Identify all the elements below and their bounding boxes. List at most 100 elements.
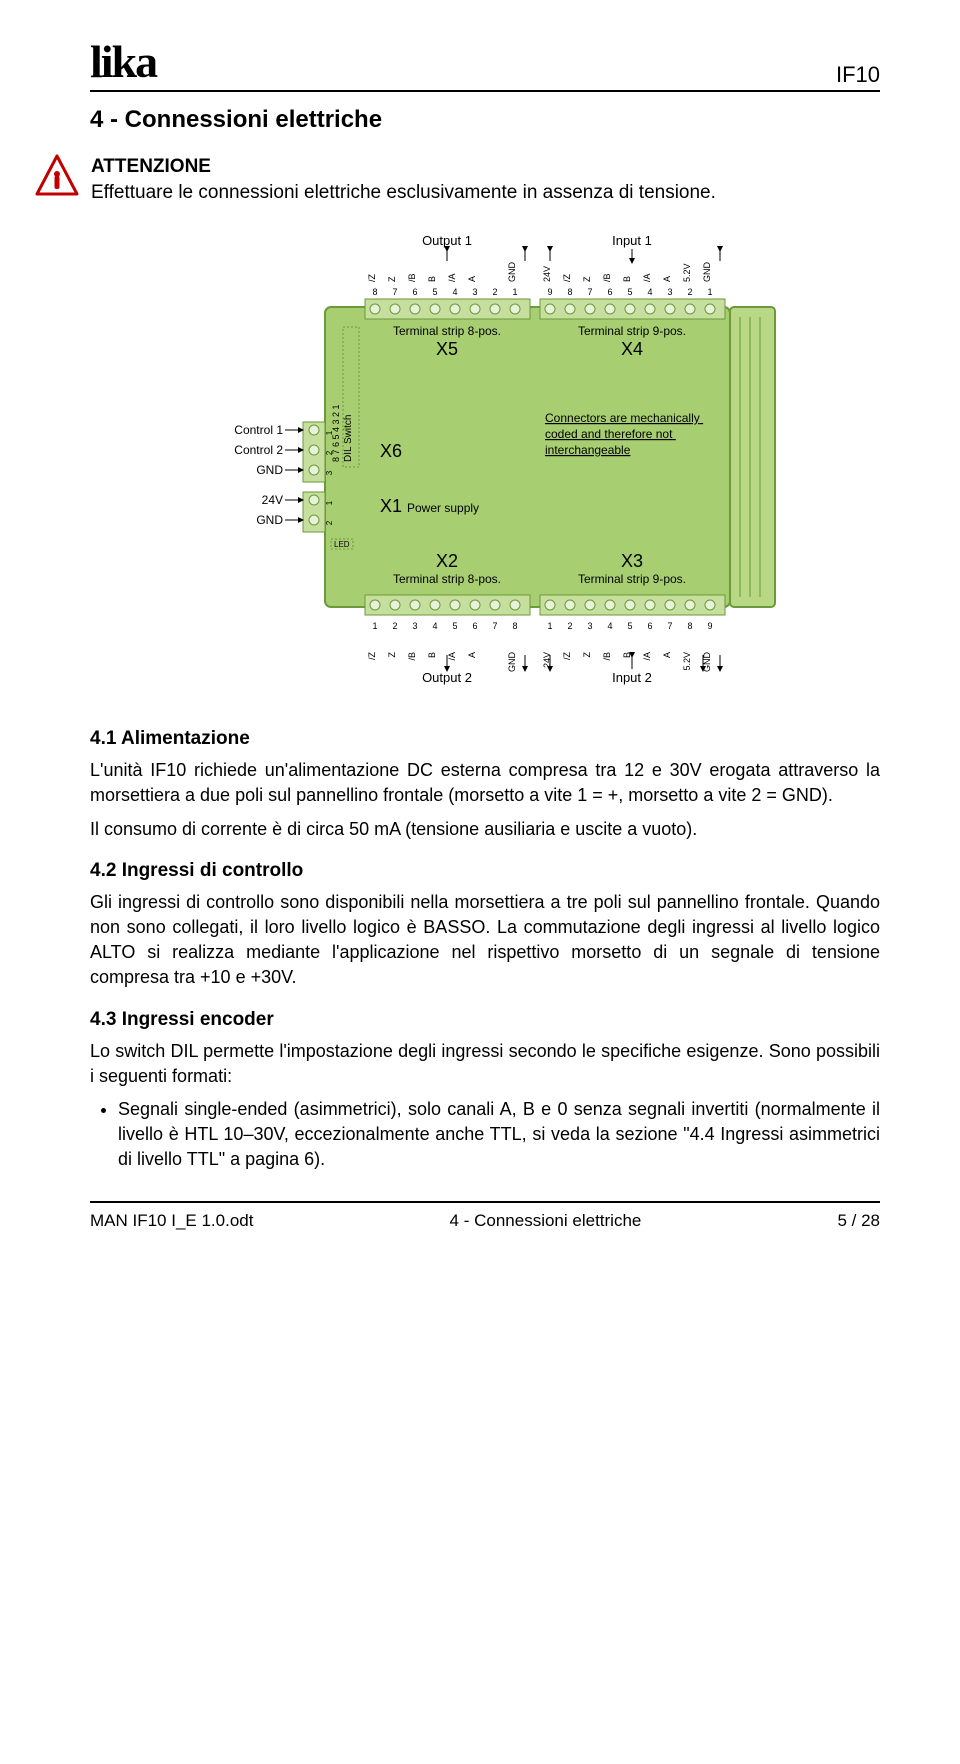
svg-text:Z: Z — [582, 652, 592, 658]
warning-icon — [35, 154, 79, 203]
svg-text:Terminal strip 8-pos.: Terminal strip 8-pos. — [393, 572, 501, 586]
svg-text:A: A — [662, 652, 672, 658]
svg-text:X6: X6 — [380, 441, 402, 461]
svg-text:5: 5 — [432, 287, 437, 297]
svg-text:7: 7 — [392, 287, 397, 297]
svg-text:9: 9 — [707, 621, 712, 631]
section-title: 4 - Connessioni elettriche — [90, 106, 880, 134]
svg-text:5: 5 — [627, 287, 632, 297]
svg-text:/A: /A — [642, 652, 652, 661]
svg-text:Control 1: Control 1 — [234, 423, 283, 437]
warning-block: ATTENZIONE Effettuare le connessioni ele… — [35, 154, 880, 205]
wiring-diagram: DIL Switch 8 7 6 5 4 3 2 1 LED 8/Z 7 Z 6/B 5… — [175, 227, 795, 702]
svg-text:5.2V: 5.2V — [682, 264, 692, 283]
svg-text:1: 1 — [707, 287, 712, 297]
svg-text:LED: LED — [334, 540, 350, 549]
footer: MAN IF10 I_E 1.0.odt 4 - Connessioni ele… — [90, 1201, 880, 1231]
svg-text:Power supply: Power supply — [407, 501, 479, 515]
svg-text:4: 4 — [607, 621, 612, 631]
footer-left: MAN IF10 I_E 1.0.odt — [90, 1211, 253, 1231]
svg-text:/B: /B — [407, 274, 417, 283]
svg-text:B: B — [427, 276, 437, 282]
svg-text:5: 5 — [627, 621, 632, 631]
svg-text:Output 2: Output 2 — [422, 670, 472, 685]
svg-text:7: 7 — [587, 287, 592, 297]
svg-text:A: A — [467, 652, 477, 658]
svg-text:/B: /B — [602, 652, 612, 661]
footer-center: 4 - Connessioni elettriche — [450, 1211, 642, 1231]
svg-text:DIL Switch: DIL Switch — [343, 415, 354, 462]
svg-text:8: 8 — [372, 287, 377, 297]
svg-text:/Z: /Z — [562, 274, 572, 283]
logo: lika — [90, 35, 156, 88]
svg-text:Terminal strip 9-pos.: Terminal strip 9-pos. — [578, 324, 686, 338]
sec-42-title: 4.2 Ingressi di controllo — [90, 860, 880, 882]
sec-41-title: 4.1 Alimentazione — [90, 728, 880, 750]
svg-text:Input 2: Input 2 — [612, 670, 652, 685]
svg-text:X4: X4 — [621, 339, 643, 359]
svg-text:3: 3 — [587, 621, 592, 631]
svg-text:/B: /B — [602, 274, 612, 283]
svg-text:/A: /A — [447, 274, 457, 283]
svg-text:1: 1 — [372, 621, 377, 631]
svg-text:2: 2 — [325, 521, 334, 526]
svg-text:6: 6 — [412, 287, 417, 297]
svg-text:4: 4 — [647, 287, 652, 297]
svg-text:Terminal strip 9-pos.: Terminal strip 9-pos. — [578, 572, 686, 586]
svg-text:/Z: /Z — [367, 274, 377, 283]
sec-43-b1: Segnali single-ended (asimmetrici), solo… — [118, 1097, 880, 1173]
svg-text:2: 2 — [567, 621, 572, 631]
svg-text:5: 5 — [452, 621, 457, 631]
svg-text:A: A — [662, 276, 672, 282]
sec-43-bullets: Segnali single-ended (asimmetrici), solo… — [118, 1097, 880, 1173]
svg-text:6: 6 — [607, 287, 612, 297]
sec-41-p1: L'unità IF10 richiede un'alimentazione D… — [90, 758, 880, 808]
svg-text:4: 4 — [452, 287, 457, 297]
svg-text:B: B — [622, 652, 632, 658]
sec-43-p1: Lo switch DIL permette l'impostazione de… — [90, 1039, 880, 1089]
svg-text:1: 1 — [512, 287, 517, 297]
svg-text:/Z: /Z — [562, 652, 572, 661]
svg-text:6: 6 — [647, 621, 652, 631]
svg-text:1: 1 — [547, 621, 552, 631]
svg-text:4: 4 — [432, 621, 437, 631]
svg-text:B: B — [427, 652, 437, 658]
svg-text:A: A — [467, 276, 477, 282]
svg-text:X2: X2 — [436, 551, 458, 571]
svg-text:Z: Z — [387, 276, 397, 282]
svg-text:1: 1 — [325, 431, 334, 436]
svg-text:/B: /B — [407, 652, 417, 661]
svg-text:/Z: /Z — [367, 652, 377, 661]
svg-text:1: 1 — [325, 501, 334, 506]
svg-text:8: 8 — [567, 287, 572, 297]
svg-text:GND: GND — [256, 463, 283, 477]
svg-text:8: 8 — [687, 621, 692, 631]
svg-text:Z: Z — [582, 276, 592, 282]
svg-text:5.2V: 5.2V — [682, 652, 692, 671]
svg-text:24V: 24V — [542, 266, 552, 282]
svg-text:3: 3 — [667, 287, 672, 297]
svg-text:3: 3 — [412, 621, 417, 631]
sec-41-p2: Il consumo di corrente è di circa 50 mA … — [90, 817, 880, 842]
svg-text:8: 8 — [512, 621, 517, 631]
svg-text:2: 2 — [325, 451, 334, 456]
svg-text:GND: GND — [702, 262, 712, 283]
svg-text:/A: /A — [642, 274, 652, 283]
svg-text:X5: X5 — [436, 339, 458, 359]
svg-text:2: 2 — [492, 287, 497, 297]
warning-title: ATTENZIONE — [91, 154, 716, 180]
svg-text:2: 2 — [687, 287, 692, 297]
svg-text:GND: GND — [507, 262, 517, 283]
sec-42-p1: Gli ingressi di controllo sono disponibi… — [90, 890, 880, 991]
model-code: IF10 — [836, 62, 880, 88]
header: lika IF10 — [90, 35, 880, 92]
warning-text: Effettuare le connessioni elettriche esc… — [91, 180, 716, 206]
svg-text:B: B — [622, 276, 632, 282]
svg-text:Input 1: Input 1 — [612, 233, 652, 248]
svg-text:3: 3 — [472, 287, 477, 297]
svg-text:24V: 24V — [262, 493, 283, 507]
svg-text:Output 1: Output 1 — [422, 233, 472, 248]
svg-text:7: 7 — [667, 621, 672, 631]
svg-text:Z: Z — [387, 652, 397, 658]
sec-43-title: 4.3 Ingressi encoder — [90, 1009, 880, 1031]
